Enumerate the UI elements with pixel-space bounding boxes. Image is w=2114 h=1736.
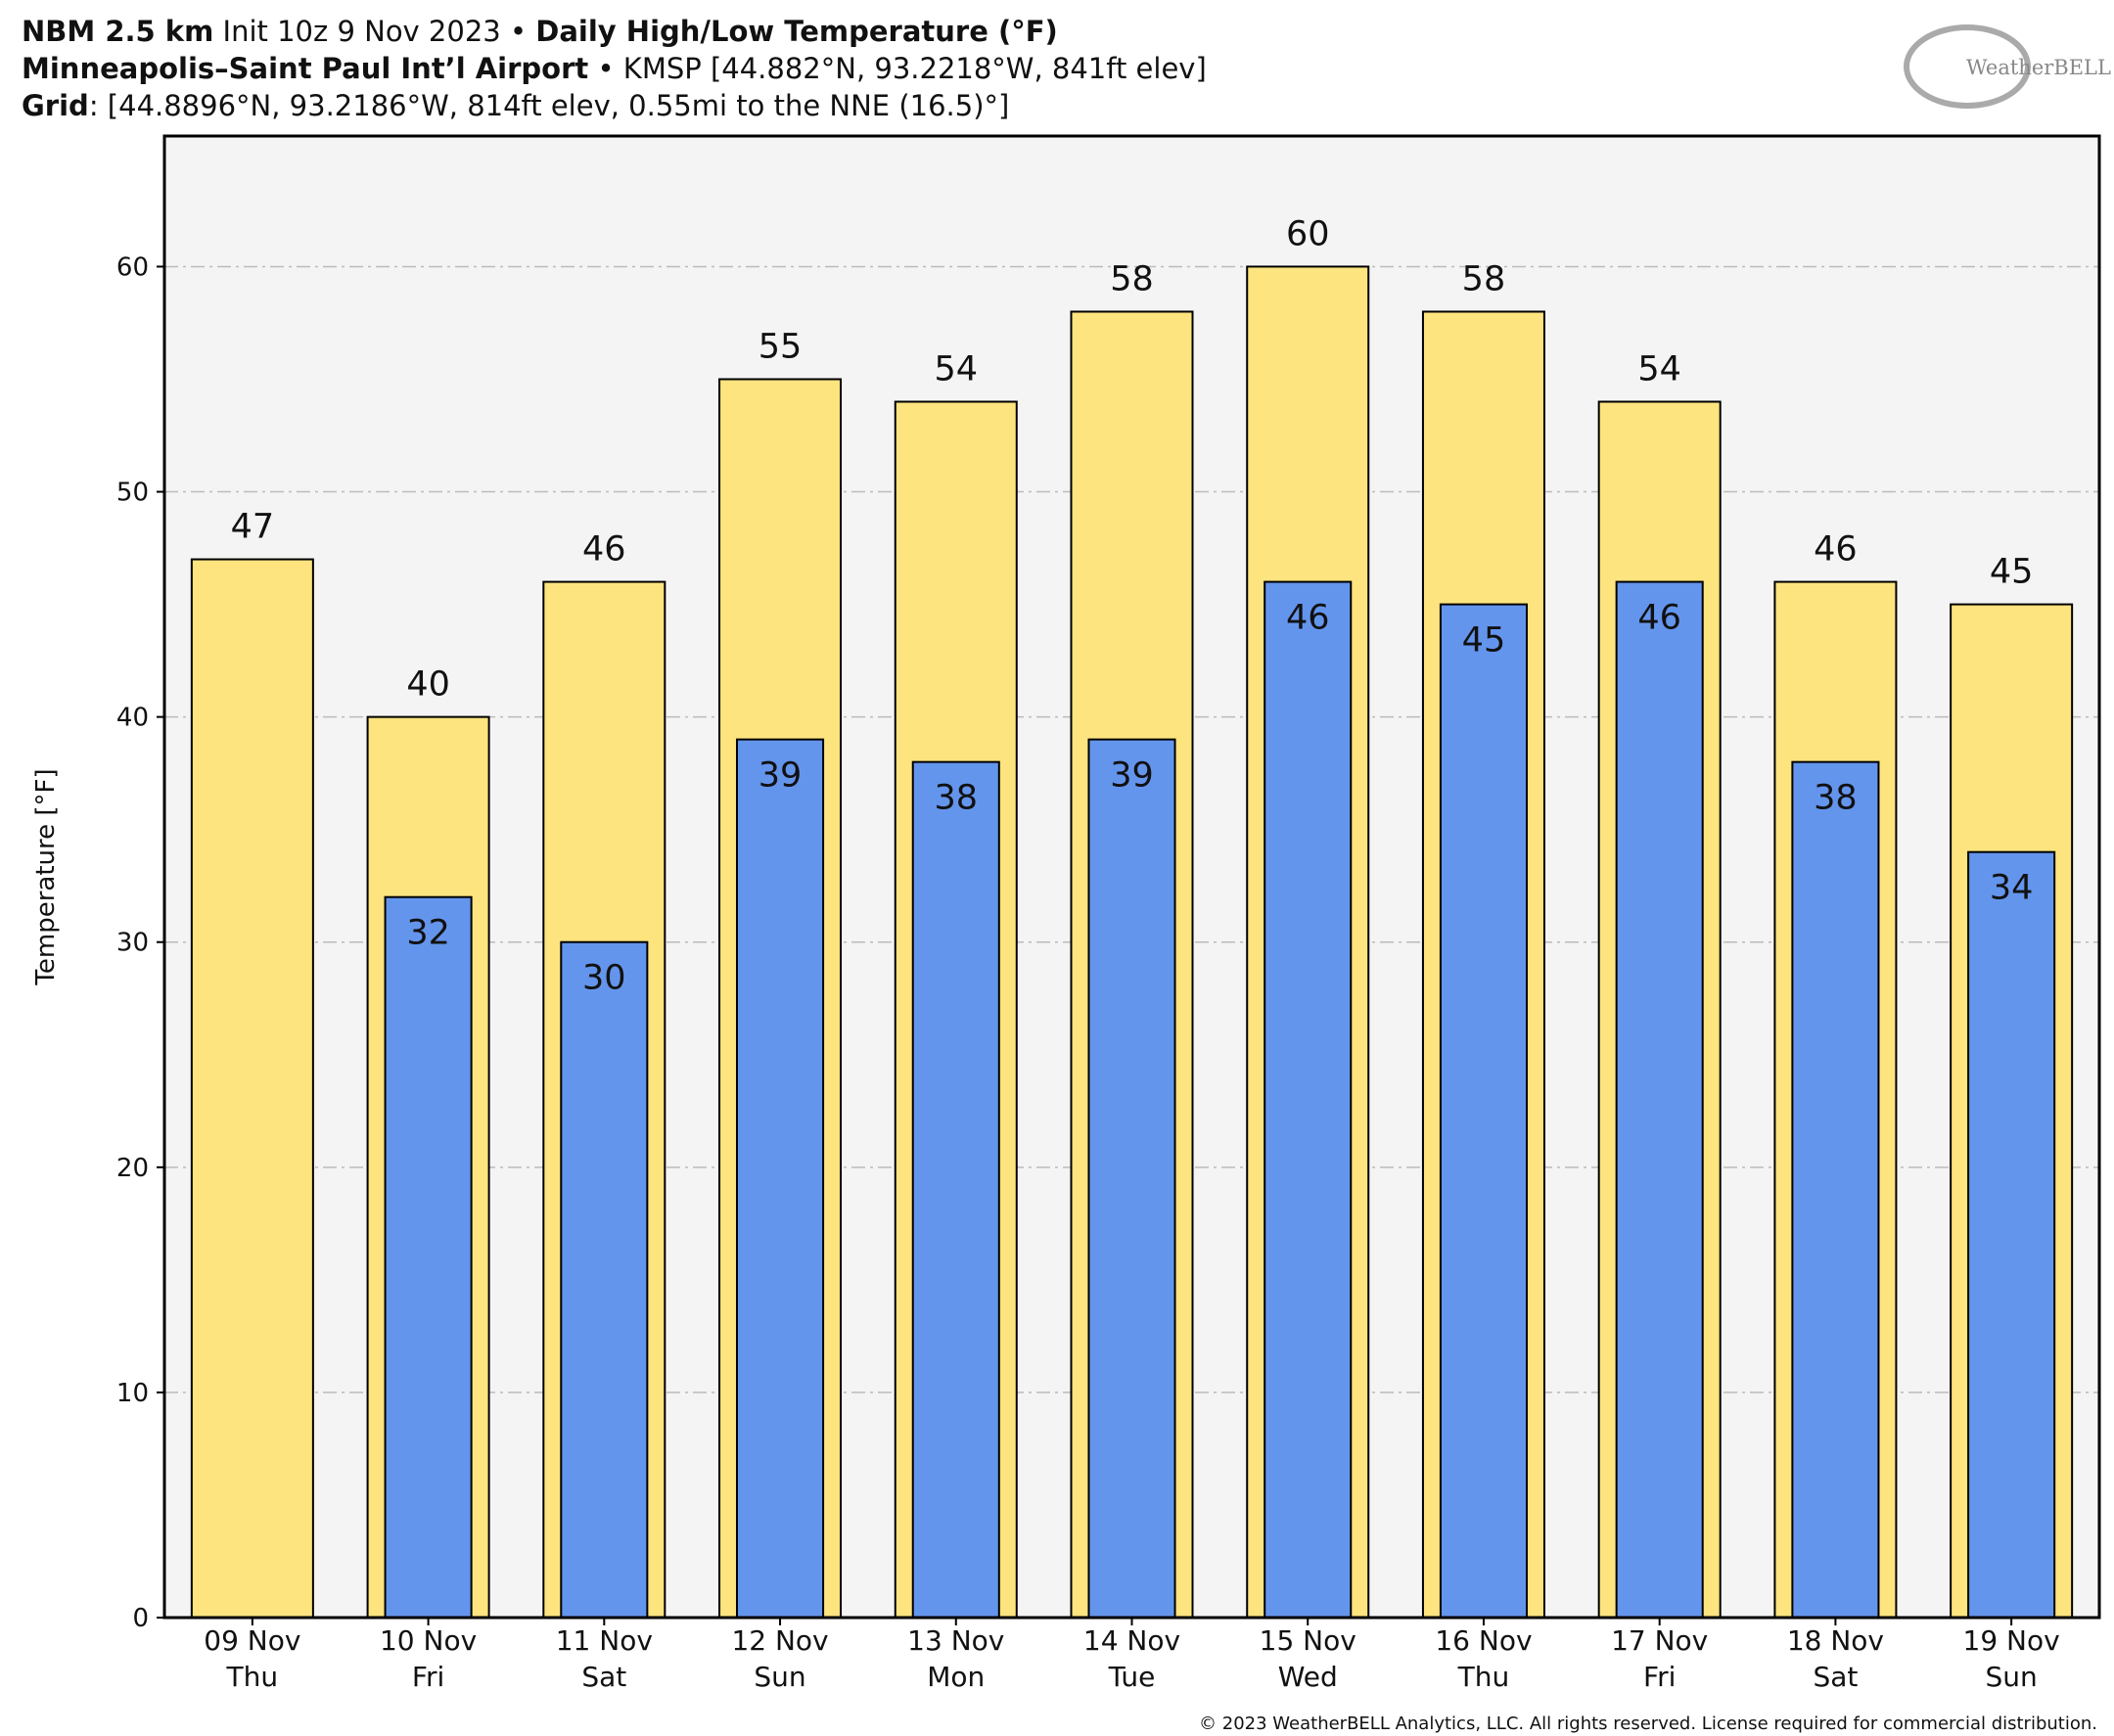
logo-swirl bbox=[1904, 24, 2031, 109]
header-segment: NBM 2.5 km bbox=[22, 15, 213, 48]
value-label: 55 bbox=[758, 327, 803, 366]
x-tick-label: Wed bbox=[1278, 1661, 1338, 1693]
x-tick-label: 12 Nov bbox=[731, 1624, 828, 1657]
bar bbox=[911, 760, 1000, 1619]
value-label: 46 bbox=[582, 530, 626, 570]
x-tick-label: 13 Nov bbox=[907, 1624, 1004, 1657]
plot-frame bbox=[162, 134, 2101, 1620]
bar bbox=[190, 558, 314, 1619]
logo-text: WeatherBELL bbox=[1966, 56, 2111, 79]
x-tick-label: Fri bbox=[1643, 1661, 1676, 1693]
bar bbox=[736, 738, 825, 1619]
y-tick-label: 10 bbox=[116, 1379, 149, 1408]
header-segment: Minneapolis–Saint Paul Int’l Airport bbox=[22, 52, 588, 85]
value-label: 39 bbox=[1110, 756, 1154, 796]
value-label: 38 bbox=[934, 779, 978, 818]
value-label: 32 bbox=[406, 914, 450, 953]
x-tick-label: Sun bbox=[1986, 1661, 2038, 1693]
x-tick-label: Sun bbox=[754, 1661, 805, 1693]
y-tick-label: 50 bbox=[116, 479, 149, 508]
value-label: 54 bbox=[934, 350, 978, 389]
header-segment: Daily High/Low Temperature (°F) bbox=[535, 15, 1058, 48]
value-label: 46 bbox=[1814, 530, 1858, 570]
bar bbox=[384, 895, 473, 1619]
x-tick-label: 16 Nov bbox=[1435, 1624, 1532, 1657]
x-tick-label: 10 Nov bbox=[380, 1624, 477, 1657]
value-label: 58 bbox=[1462, 259, 1506, 298]
x-tick-label: Sat bbox=[581, 1661, 626, 1693]
x-tick-label: Thu bbox=[226, 1661, 279, 1693]
logo: WeatherBELL bbox=[1904, 24, 2111, 109]
bar bbox=[1615, 580, 1704, 1619]
header-segment: Init 10z 9 Nov 2023 • bbox=[213, 15, 535, 48]
y-tick-label: 20 bbox=[116, 1154, 149, 1183]
value-label: 54 bbox=[1637, 350, 1681, 389]
header-line: Grid: [44.8896°N, 93.2186°W, 814ft elev,… bbox=[22, 89, 1009, 122]
y-tick-label: 40 bbox=[116, 704, 149, 733]
header-segment: : [44.8896°N, 93.2186°W, 814ft elev, 0.5… bbox=[89, 89, 1010, 122]
y-axis-label: Temperature [°F] bbox=[31, 768, 61, 985]
x-tick-label: Mon bbox=[927, 1661, 985, 1693]
value-label: 45 bbox=[1990, 553, 2034, 592]
y-tick-label: 60 bbox=[116, 252, 149, 282]
x-tick-label: 18 Nov bbox=[1787, 1624, 1884, 1657]
value-label: 58 bbox=[1110, 259, 1154, 298]
header-line: Minneapolis–Saint Paul Int’l Airport • K… bbox=[22, 52, 1207, 85]
value-label: 39 bbox=[758, 756, 803, 796]
x-tick-label: 14 Nov bbox=[1083, 1624, 1180, 1657]
x-tick-label: 09 Nov bbox=[204, 1624, 300, 1657]
value-label: 38 bbox=[1814, 779, 1858, 818]
bar bbox=[1087, 738, 1176, 1619]
value-label: 30 bbox=[582, 959, 626, 998]
bar bbox=[1791, 760, 1880, 1619]
bar bbox=[1264, 580, 1353, 1619]
x-tick-label: Sat bbox=[1813, 1661, 1858, 1693]
value-label: 34 bbox=[1990, 869, 2034, 908]
header-segment: • KMSP [44.882°N, 93.2218°W, 841ft elev] bbox=[588, 52, 1207, 85]
value-label: 47 bbox=[231, 508, 275, 547]
header-line: NBM 2.5 km Init 10z 9 Nov 2023 • Daily H… bbox=[22, 15, 1058, 48]
value-label: 40 bbox=[406, 665, 450, 705]
value-label: 45 bbox=[1462, 621, 1506, 661]
x-tick-label: Tue bbox=[1108, 1661, 1156, 1693]
y-tick-label: 30 bbox=[116, 929, 149, 958]
bar bbox=[560, 940, 649, 1619]
bar bbox=[1439, 603, 1528, 1619]
value-label: 46 bbox=[1286, 599, 1330, 638]
value-label: 60 bbox=[1286, 214, 1330, 253]
footer: © 2023 WeatherBELL Analytics, LLC. All r… bbox=[1199, 1713, 2097, 1734]
x-tick-label: Fri bbox=[412, 1661, 444, 1693]
bar bbox=[1967, 850, 2056, 1619]
x-tick-label: 15 Nov bbox=[1260, 1624, 1356, 1657]
x-tick-label: 19 Nov bbox=[1963, 1624, 2060, 1657]
y-tick-label: 0 bbox=[132, 1604, 149, 1633]
header-segment: Grid bbox=[22, 89, 89, 122]
x-tick-label: Thu bbox=[1457, 1661, 1510, 1693]
value-label: 46 bbox=[1637, 599, 1681, 638]
x-tick-label: 11 Nov bbox=[556, 1624, 653, 1657]
x-tick-label: 17 Nov bbox=[1611, 1624, 1708, 1657]
